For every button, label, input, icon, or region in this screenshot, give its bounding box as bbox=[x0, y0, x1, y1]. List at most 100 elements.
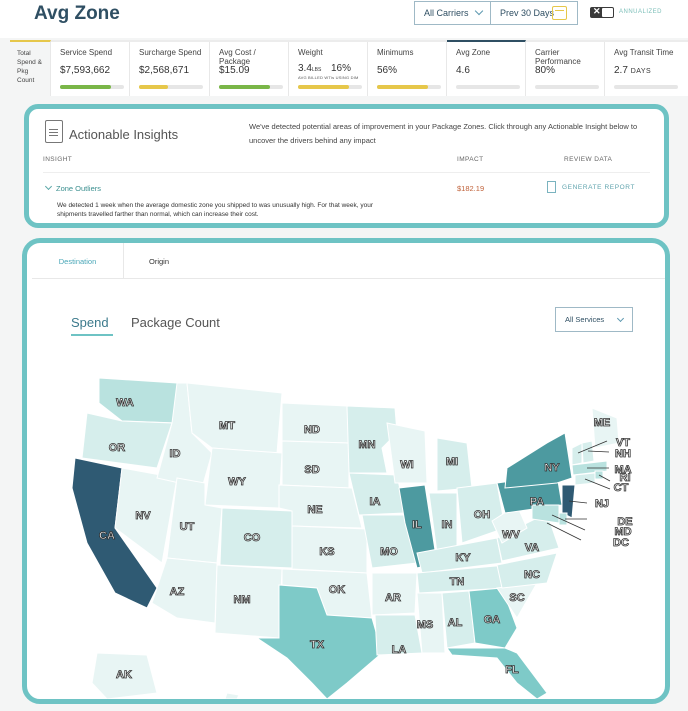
annualized-label: ANNUALIZED bbox=[619, 9, 663, 15]
metric-surcharge-spend[interactable]: Surcharge Spend $2,568,671 bbox=[130, 42, 210, 96]
state-label-wa: WA bbox=[116, 397, 134, 409]
tab-destination[interactable]: Destination bbox=[32, 243, 124, 279]
state-ny[interactable] bbox=[504, 432, 573, 489]
metric-weight[interactable]: Weight 3.4LBS 16% AVG BILLED WT is USING… bbox=[289, 42, 368, 96]
state-leader-lines bbox=[546, 440, 611, 541]
state-label-ks: KS bbox=[319, 546, 334, 558]
metric-value: 56% bbox=[377, 65, 398, 76]
date-filter[interactable]: Prev 30 Days bbox=[490, 1, 578, 25]
state-label-ga: GA bbox=[484, 614, 501, 626]
clipboard-icon bbox=[45, 120, 63, 143]
chevron-down-icon bbox=[474, 6, 484, 16]
state-vt[interactable] bbox=[571, 442, 583, 466]
metric-value: $7,593,662 bbox=[60, 65, 111, 76]
subtab-spend[interactable]: Spend bbox=[71, 315, 109, 330]
metric-bar bbox=[377, 85, 441, 89]
state-label-pa: PA bbox=[530, 496, 545, 508]
state-label-nm: NM bbox=[233, 594, 250, 606]
weight-unit: LBS bbox=[311, 67, 322, 73]
state-label-al: AL bbox=[448, 617, 463, 629]
state-nd[interactable] bbox=[281, 402, 350, 444]
state-label-nc: NC bbox=[524, 569, 540, 581]
metric-label: Weight bbox=[298, 48, 323, 57]
metric-label: Avg Zone bbox=[456, 48, 491, 57]
state-label-ky: KY bbox=[455, 552, 471, 564]
insight-body: We detected 1 week when the average dome… bbox=[57, 202, 374, 218]
metric-label: Surcharge Spend bbox=[139, 48, 202, 57]
state-ky[interactable] bbox=[416, 537, 503, 574]
weight-sub-label: AVG BILLED WT bbox=[298, 75, 331, 80]
metric-carrier-performance[interactable]: Carrier Performance 80% bbox=[526, 42, 605, 96]
metric-bar bbox=[139, 85, 203, 89]
state-label-vt: VT bbox=[616, 437, 630, 449]
metric-avg-zone[interactable]: Avg Zone 4.6 bbox=[447, 40, 526, 96]
metric-bar-fill bbox=[377, 85, 429, 89]
state-label-tx: TX bbox=[310, 639, 325, 651]
state-md[interactable] bbox=[531, 504, 560, 524]
state-label-or: OR bbox=[109, 442, 126, 454]
chevron-down-icon[interactable] bbox=[44, 182, 53, 191]
state-label-nj: NJ bbox=[595, 498, 609, 510]
state-ga[interactable] bbox=[468, 587, 518, 649]
state-label-ia: IA bbox=[370, 496, 381, 508]
document-icon[interactable] bbox=[547, 181, 556, 193]
metric-bar bbox=[535, 85, 599, 89]
state-label-ms: MS bbox=[417, 619, 434, 631]
state-ms[interactable] bbox=[416, 592, 446, 654]
state-nh[interactable] bbox=[581, 440, 595, 464]
zone-outliers-toggle[interactable]: Zone Outliers bbox=[56, 184, 102, 193]
metric-value: 3.4LBS bbox=[298, 63, 321, 74]
state-ar[interactable] bbox=[371, 572, 418, 616]
state-label-nd: ND bbox=[304, 424, 320, 436]
dim-value: 16% bbox=[331, 63, 352, 74]
metric-total-spend[interactable]: Total Spend & Pkg Count bbox=[10, 40, 51, 96]
state-wi[interactable] bbox=[386, 422, 428, 484]
metric-label: Avg Transit Time bbox=[614, 48, 674, 57]
annualized-toggle[interactable]: ✕ bbox=[590, 6, 614, 18]
state-tx[interactable] bbox=[255, 584, 383, 699]
state-label-nh: NH bbox=[615, 448, 631, 460]
state-label-ok: OK bbox=[329, 584, 346, 596]
state-va[interactable] bbox=[496, 512, 560, 562]
insights-description: We've detected potential areas of improv… bbox=[249, 122, 638, 145]
state-label-ak: AK bbox=[116, 669, 132, 681]
metric-avg-transit[interactable]: Avg Transit Time 2.7 DAYS bbox=[605, 42, 688, 96]
page-header: Avg Zone All Carriers Prev 30 Days ✕ ANN… bbox=[0, 0, 688, 38]
state-nc[interactable] bbox=[496, 552, 558, 589]
metric-label: Carrier Performance bbox=[535, 48, 581, 66]
state-label-in: IN bbox=[442, 519, 453, 531]
metric-bar bbox=[456, 85, 520, 89]
state-fl[interactable] bbox=[446, 647, 548, 699]
metric-value: $15.09 bbox=[219, 65, 250, 76]
transit-unit: DAYS bbox=[630, 68, 652, 75]
metric-service-spend[interactable]: Service Spend $7,593,662 bbox=[51, 42, 130, 96]
state-label-az: AZ bbox=[170, 586, 185, 598]
state-label-wi: WI bbox=[400, 459, 413, 471]
services-filter[interactable]: All Services bbox=[555, 307, 633, 332]
metric-bar bbox=[219, 85, 283, 89]
metric-minimums[interactable]: Minimums 56% bbox=[368, 42, 447, 96]
metric-label: Minimums bbox=[377, 48, 414, 57]
map-tabbar: Destination Origin bbox=[32, 243, 665, 279]
state-nj[interactable] bbox=[561, 484, 576, 519]
state-me[interactable] bbox=[591, 407, 620, 449]
state-ak[interactable] bbox=[91, 652, 158, 699]
subtab-package-count[interactable]: Package Count bbox=[131, 315, 220, 330]
state-az[interactable] bbox=[151, 557, 218, 624]
state-label-mo: MO bbox=[380, 546, 398, 558]
tab-origin[interactable]: Origin bbox=[148, 256, 169, 266]
state-label-ut: UT bbox=[180, 521, 195, 533]
toggle-off-icon: ✕ bbox=[593, 6, 601, 16]
metric-bar-fill bbox=[60, 85, 112, 89]
carriers-filter[interactable]: All Carriers bbox=[414, 1, 491, 25]
metric-avg-cost[interactable]: Avg Cost / Package $15.09 bbox=[210, 42, 289, 96]
generate-report-link[interactable]: GENERATE REPORT bbox=[562, 184, 636, 191]
state-hi[interactable] bbox=[224, 692, 240, 699]
metric-bar bbox=[614, 85, 678, 89]
state-label-il: IL bbox=[412, 519, 422, 531]
state-or[interactable] bbox=[81, 412, 173, 469]
state-label-wv: WV bbox=[502, 529, 520, 541]
state-wa[interactable] bbox=[98, 377, 178, 424]
metrics-strip: Total Spend & Pkg Count Service Spend $7… bbox=[10, 40, 688, 96]
calendar-icon[interactable] bbox=[552, 6, 567, 20]
